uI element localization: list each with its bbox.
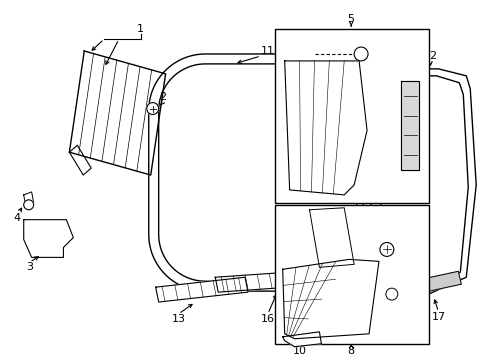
Polygon shape: [70, 51, 166, 175]
Text: 4: 4: [13, 213, 21, 223]
Polygon shape: [354, 69, 476, 294]
Polygon shape: [285, 61, 367, 195]
Bar: [275, 29, 429, 203]
Polygon shape: [310, 208, 354, 267]
Polygon shape: [215, 267, 362, 292]
Bar: [275, 205, 429, 344]
Text: 10: 10: [293, 346, 307, 356]
Circle shape: [147, 103, 159, 114]
Text: 8: 8: [347, 346, 355, 356]
Text: 7: 7: [385, 180, 392, 190]
Text: 5: 5: [348, 14, 355, 24]
Text: 15: 15: [385, 316, 399, 326]
Polygon shape: [401, 81, 418, 170]
Text: 17: 17: [431, 312, 445, 322]
Circle shape: [386, 288, 398, 300]
Text: 1: 1: [137, 24, 145, 34]
Circle shape: [380, 243, 394, 256]
Text: 12: 12: [423, 51, 438, 61]
Circle shape: [24, 200, 34, 210]
Text: 6: 6: [302, 49, 309, 59]
Polygon shape: [70, 145, 91, 175]
Text: 14: 14: [360, 314, 374, 324]
Text: 9: 9: [395, 234, 402, 244]
Circle shape: [354, 47, 368, 61]
Polygon shape: [156, 277, 248, 302]
Polygon shape: [399, 271, 461, 297]
Polygon shape: [159, 64, 371, 281]
Text: 13: 13: [172, 314, 186, 324]
Polygon shape: [283, 260, 379, 339]
Text: 3: 3: [26, 262, 33, 272]
Text: 2: 2: [159, 92, 166, 102]
Text: 16: 16: [261, 314, 275, 324]
Text: 11: 11: [261, 46, 275, 56]
Polygon shape: [283, 332, 321, 347]
Polygon shape: [362, 281, 381, 298]
Polygon shape: [24, 220, 74, 257]
